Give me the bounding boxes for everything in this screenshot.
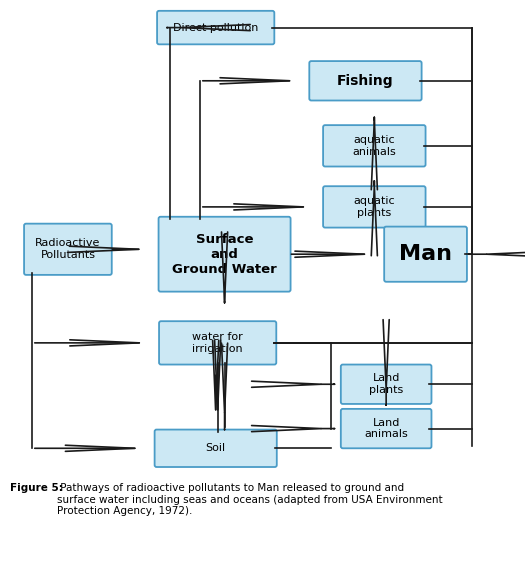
Text: Fishing: Fishing: [337, 74, 394, 88]
FancyBboxPatch shape: [159, 217, 290, 292]
Text: Man: Man: [399, 244, 452, 264]
Text: Land
animals: Land animals: [364, 418, 408, 439]
FancyBboxPatch shape: [157, 11, 275, 44]
Text: Surface
and
Ground Water: Surface and Ground Water: [172, 233, 277, 276]
FancyBboxPatch shape: [24, 224, 112, 275]
Text: Radioactive
Pollutants: Radioactive Pollutants: [35, 239, 101, 260]
FancyBboxPatch shape: [341, 409, 432, 448]
Text: Direct pollution: Direct pollution: [173, 23, 258, 33]
FancyBboxPatch shape: [341, 365, 432, 404]
FancyBboxPatch shape: [159, 321, 276, 365]
FancyBboxPatch shape: [155, 430, 277, 467]
FancyBboxPatch shape: [323, 125, 426, 167]
Text: aquatic
plants: aquatic plants: [353, 196, 395, 218]
Text: Figure 5:: Figure 5:: [10, 483, 63, 493]
Text: Pathways of radioactive pollutants to Man released to ground and
surface water i: Pathways of radioactive pollutants to Ma…: [57, 483, 443, 516]
Text: water for
irrigation: water for irrigation: [192, 332, 243, 354]
FancyBboxPatch shape: [384, 226, 467, 282]
Text: aquatic
animals: aquatic animals: [352, 135, 396, 157]
Text: Land
plants: Land plants: [369, 373, 403, 395]
FancyBboxPatch shape: [323, 186, 426, 227]
Text: Soil: Soil: [206, 443, 226, 453]
FancyBboxPatch shape: [309, 61, 422, 100]
